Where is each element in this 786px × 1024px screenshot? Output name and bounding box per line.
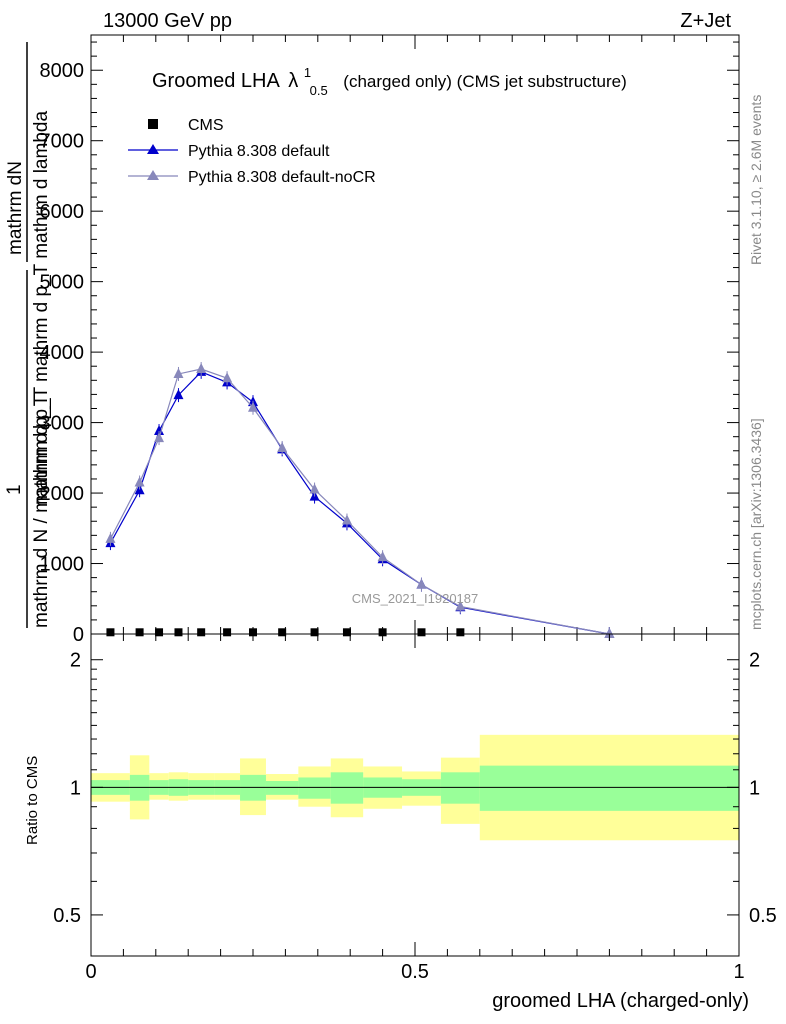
ratio-y-tick-label: 1 xyxy=(70,777,81,799)
ratio-bands xyxy=(91,734,739,841)
legend-nocr-marker xyxy=(147,170,159,180)
series-marker-2 xyxy=(455,600,466,611)
cms-data-point xyxy=(417,628,426,637)
x-tick-label: 1 xyxy=(733,961,744,983)
main-y-tick-label: 6000 xyxy=(40,201,85,223)
ratio-y-ticks: 0.5 0.5 1 1 2 2 xyxy=(53,650,777,927)
cms-data-point xyxy=(310,628,319,637)
series-marker-1 xyxy=(154,425,165,436)
legend: CMS Pythia 8.308 default Pythia 8.308 de… xyxy=(128,117,376,186)
ratio-y-tick-label-right: 1 xyxy=(749,777,760,799)
cms-data-point xyxy=(223,628,232,637)
analysis-watermark: CMS_2021_I1920187 xyxy=(352,591,479,606)
ratio-inner-band xyxy=(330,772,364,804)
cms-data-point xyxy=(106,628,115,637)
mcplots-credit-label: mcplots.cern.ch [arXiv:1306.3436] xyxy=(748,418,764,630)
cms-data-point xyxy=(342,628,351,637)
title-sub: 0.5 xyxy=(310,83,328,98)
ratio-x-ticks: 0 0.5 1 xyxy=(85,634,745,983)
series-marker-2 xyxy=(134,476,145,487)
main-y-label: mathrm dN mathrm d p_T mathrm d lambda 1… xyxy=(4,42,52,628)
main-panel: 0 1000 2000 3000 4000 5000 6000 7000 8000 Groome… xyxy=(4,34,740,646)
header-process: Z+Jet xyxy=(680,10,731,32)
series-marker-2 xyxy=(222,372,233,383)
series-marker-2 xyxy=(248,401,258,412)
cms-data-point xyxy=(197,628,206,637)
series-marker-2 xyxy=(173,367,184,378)
ratio-y-tick-label: 0.5 xyxy=(53,905,81,927)
ratio-y-tick-label-right: 2 xyxy=(749,650,760,672)
cms-data-point xyxy=(278,628,287,637)
title-rest: (charged only) (CMS jet substructure) xyxy=(343,72,626,91)
series-marker-2 xyxy=(377,551,388,562)
main-y-tick-label: 7000 xyxy=(40,131,85,153)
ylabel-extra: mathrm d p_T xyxy=(31,386,52,505)
ratio-inner-band xyxy=(479,765,739,811)
series-marker-2 xyxy=(154,432,165,443)
main-y-tick-label: 1000 xyxy=(40,554,85,576)
series-marker-2 xyxy=(341,514,352,525)
cms-data-point xyxy=(378,628,387,637)
x-tick-label: 0.5 xyxy=(401,961,429,983)
legend-pythia-marker xyxy=(147,144,159,154)
series-layer xyxy=(105,362,615,641)
ratio-y-tick-label: 2 xyxy=(70,650,81,672)
title-main: Groomed LHA xyxy=(152,70,280,92)
rivet-version-label: Rivet 3.1.10, ≥ 2.6M events xyxy=(748,95,764,265)
cms-data-point xyxy=(456,628,465,637)
legend-pythia-label: Pythia 8.308 default xyxy=(188,143,330,160)
series-marker-1 xyxy=(173,389,184,400)
ratio-inner-band xyxy=(265,780,299,795)
cms-data-point xyxy=(135,628,144,637)
chart-title: Groomed LHA λ 1 0.5 (charged only) (CMS … xyxy=(152,60,627,100)
ylabel-bottom: mathrm d N / mathrm d p_T xyxy=(31,394,52,628)
ratio-panel: 0.5 0.51 12 2 0 0.5 1 Ratio to CMS groomed LH… xyxy=(24,633,777,1012)
ylabel-top-den: mathrm d p_T mathrm d lambda xyxy=(31,111,52,382)
series-marker-2 xyxy=(416,578,427,589)
header-energy: 13000 GeV pp xyxy=(103,10,232,32)
cms-data-point xyxy=(174,628,183,637)
main-y-tick-label: 5000 xyxy=(40,272,85,294)
legend-cms-marker xyxy=(148,119,158,129)
ratio-inner-band xyxy=(298,777,331,799)
x-tick-label: 0 xyxy=(85,961,96,983)
ratio-inner-band xyxy=(440,772,480,804)
main-y-ticks: 0 1000 2000 3000 4000 5000 6000 7000 8000 xyxy=(40,41,739,646)
series-marker-2 xyxy=(196,363,207,374)
legend-cms-label: CMS xyxy=(188,117,224,134)
legend-nocr-label: Pythia 8.308 default-noCR xyxy=(188,169,376,186)
series-marker-2 xyxy=(105,532,116,543)
title-sup: 1 xyxy=(304,65,311,80)
ylabel-one: 1 xyxy=(4,484,25,495)
series-marker-2 xyxy=(277,441,288,452)
main-y-tick-label: 8000 xyxy=(40,60,85,82)
ratio-y-tick-label-right: 0.5 xyxy=(749,905,777,927)
cms-data-point xyxy=(249,628,257,637)
title-lambda: λ xyxy=(288,70,298,92)
main-y-tick-label: 2000 xyxy=(40,483,85,505)
ylabel-top-num: mathrm dN xyxy=(5,161,26,255)
ratio-y-label: Ratio to CMS xyxy=(24,756,41,845)
main-y-tick-label: 3000 xyxy=(40,413,85,435)
main-y-tick-label: 0 xyxy=(73,624,84,646)
series-line-2 xyxy=(109,368,610,635)
x-axis-label: groomed LHA (charged-only) xyxy=(492,990,749,1012)
series-marker-2 xyxy=(604,628,615,638)
main-y-tick-label: 4000 xyxy=(40,342,85,364)
series-marker-2 xyxy=(309,483,320,494)
cms-data-point xyxy=(155,628,164,637)
